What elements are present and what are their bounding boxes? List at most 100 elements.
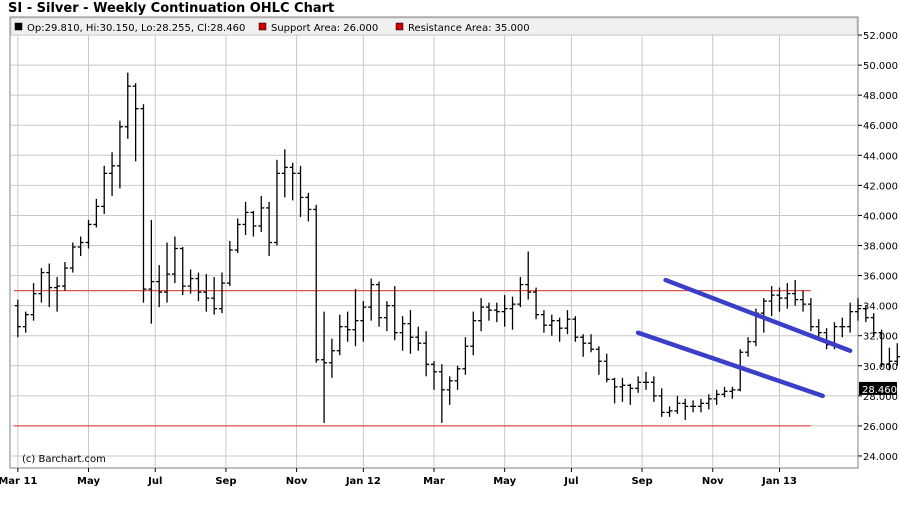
ohlc-bar xyxy=(525,251,532,300)
ohlc-bar xyxy=(666,406,673,417)
ohlc-bar xyxy=(281,149,288,198)
ohlc-bar xyxy=(847,302,854,333)
y-tick-label: 38.000 xyxy=(863,242,898,253)
ohlc-bar xyxy=(776,287,783,312)
ohlc-bar xyxy=(509,296,516,330)
ohlc-bar xyxy=(148,219,155,324)
ohlc-bar xyxy=(85,219,92,249)
ohlc-bar xyxy=(595,346,602,375)
ohlc-bar xyxy=(556,317,563,342)
ohlc-bar xyxy=(368,278,375,321)
ohlc-bar xyxy=(54,277,61,312)
x-tick-label: Mar xyxy=(423,476,445,487)
x-tick-label: May xyxy=(77,476,100,487)
ohlc-bar xyxy=(336,314,343,356)
ohlc-bar xyxy=(344,311,351,342)
ohlc-bar xyxy=(674,395,681,414)
ohlc-bar xyxy=(478,298,485,332)
ohlc-bar xyxy=(289,162,296,201)
ohlc-bar xyxy=(226,240,233,287)
legend-swatch-ohlc xyxy=(14,22,23,31)
ohlc-bar xyxy=(485,302,492,321)
ohlc-bar xyxy=(234,218,241,254)
x-tick-label: Sep xyxy=(215,476,236,487)
ohlc-bar xyxy=(171,236,178,284)
ohlc-bar xyxy=(69,242,76,273)
ohlc-bar xyxy=(305,192,312,222)
ohlc-bar xyxy=(454,365,461,390)
ohlc-bar xyxy=(101,165,108,214)
ohlc-bar xyxy=(195,272,202,302)
ohlc-bar xyxy=(713,389,720,405)
ohlc-bar xyxy=(650,376,657,402)
ohlc-bar xyxy=(258,195,265,232)
ohlc-bar xyxy=(627,383,634,405)
ohlc-bar xyxy=(690,400,697,413)
channel-upper-line xyxy=(663,277,853,353)
ohlc-bar xyxy=(140,104,147,303)
x-tick-label: Jul xyxy=(563,476,578,487)
chart-title: SI - Silver - Weekly Continuation OHLC C… xyxy=(8,1,335,16)
ohlc-bar xyxy=(273,159,280,246)
ohlc-bar xyxy=(705,394,712,410)
ohlc-bar xyxy=(588,334,595,353)
ohlc-bar xyxy=(462,337,469,375)
ohlc-bar xyxy=(658,388,665,417)
channel-lower-line xyxy=(635,330,825,399)
y-tick-label: 26.000 xyxy=(863,422,898,433)
x-tick-label: Jan 12 xyxy=(345,476,381,487)
legend: Op:29.810, Hi:30.150, Lo:28.255, Cl:28.4… xyxy=(10,17,858,36)
x-axis: Mar 11 May Jul Sep Nov Jan 12 Mar May Jul Sep Nov J… xyxy=(0,468,797,487)
trend-channel xyxy=(635,277,853,399)
ohlc-bar xyxy=(391,286,398,341)
last-price-marker: 28.460 xyxy=(859,381,897,396)
legend-swatch-support xyxy=(258,22,267,31)
legend-ohlc-values: Op:29.810, Hi:30.150, Lo:28.255, Cl:28.4… xyxy=(27,23,245,34)
y-tick-label: 44.000 xyxy=(863,151,898,162)
ohlc-bar xyxy=(745,337,752,357)
y-tick-label: 52.000 xyxy=(863,31,898,42)
ohlc-bar xyxy=(564,310,571,335)
support-resistance-levels xyxy=(14,290,811,427)
ohlc-bar xyxy=(93,198,100,228)
ohlc-bar xyxy=(839,317,846,338)
credit-label: (c) Barchart.com xyxy=(22,454,106,465)
ohlc-bar xyxy=(533,287,540,320)
ohlc-bar xyxy=(383,301,390,332)
ohlc-bar xyxy=(438,364,445,423)
ohlc-bar xyxy=(164,242,171,303)
y-tick-label: 34.000 xyxy=(863,302,898,313)
y-tick-label: 42.000 xyxy=(863,181,898,192)
ohlc-bar xyxy=(792,280,799,306)
ohlc-bar xyxy=(870,313,877,338)
ohlc-bar xyxy=(697,398,704,413)
ohlc-bar xyxy=(768,286,775,317)
ohlc-bar xyxy=(446,376,453,405)
ohlc-bar xyxy=(580,334,587,357)
ohlc-bar xyxy=(493,302,500,323)
ohlc-bar xyxy=(313,204,320,363)
ohlc-bar xyxy=(203,274,210,312)
ohlc-bar xyxy=(635,376,642,393)
x-tick-label: Sep xyxy=(631,476,652,487)
ohlc-bar xyxy=(815,319,822,338)
ohlc-bar xyxy=(328,338,335,378)
y-tick-label: 48.000 xyxy=(863,91,898,102)
x-tick-label: Mar 11 xyxy=(0,476,37,487)
ohlc-bar xyxy=(321,311,328,423)
ohlc-bar xyxy=(179,247,186,296)
ohlc-bar xyxy=(22,311,29,333)
ohlc-bar xyxy=(250,210,257,237)
ohlc-bar xyxy=(800,290,807,312)
ohlc-bar xyxy=(14,299,21,338)
price-bars xyxy=(14,72,900,423)
x-tick-label: Jul xyxy=(147,476,162,487)
x-tick-label: May xyxy=(493,476,516,487)
ohlc-bar xyxy=(886,347,893,371)
ohlc-bar xyxy=(376,281,383,327)
y-tick-label: 24.000 xyxy=(863,452,898,463)
ohlc-bar xyxy=(116,120,123,189)
ohlc-bar xyxy=(470,311,477,356)
x-tick-label: Jan 13 xyxy=(761,476,797,487)
ohlc-bar xyxy=(242,201,249,235)
